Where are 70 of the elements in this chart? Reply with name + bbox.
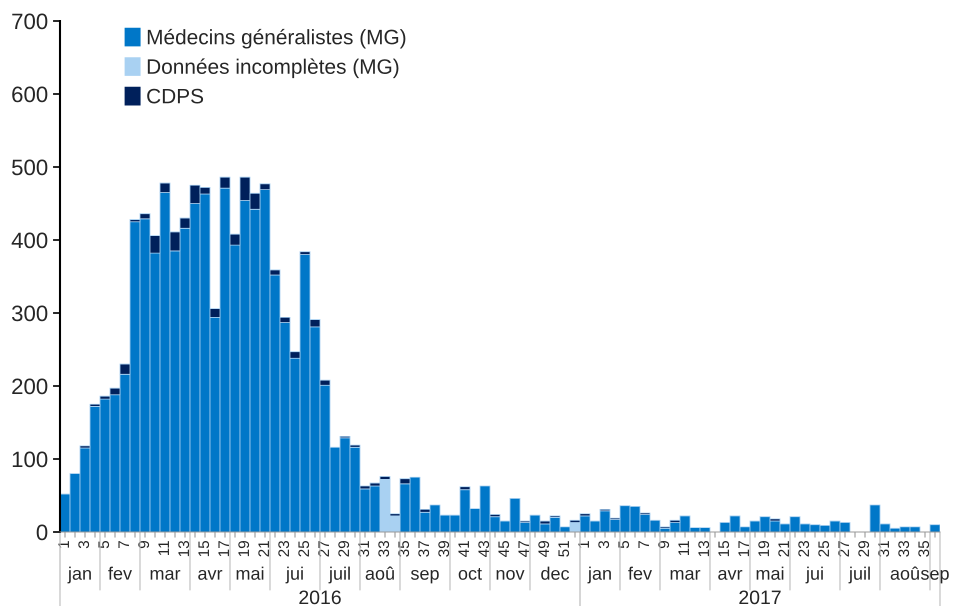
- x-tick-label: 33: [378, 541, 390, 557]
- x-tick-label: 25: [298, 540, 310, 557]
- x-tick-label: 39: [438, 541, 450, 557]
- x-tick-label: 45: [498, 540, 510, 557]
- y-tick-label: 300: [12, 306, 48, 322]
- y-tick-label: 700: [12, 14, 48, 30]
- x-tick-label: 11: [158, 541, 169, 556]
- text: fev: [628, 566, 652, 580]
- x-tick-label: 37: [418, 541, 430, 557]
- text: jui: [806, 566, 823, 584]
- x-tick-label: 41: [458, 541, 469, 557]
- text: jan: [588, 566, 611, 584]
- x-tick-label: 3: [78, 541, 90, 548]
- text: fev: [108, 566, 132, 580]
- x-tick-label: 5: [98, 540, 110, 548]
- y-tick-label: 0: [36, 524, 48, 540]
- x-tick-label: 21: [258, 541, 269, 557]
- x-tick-label: 11: [678, 541, 689, 556]
- text: avr: [718, 570, 742, 580]
- x-tick-label: 5: [618, 540, 630, 548]
- x-tick-label: 21: [778, 541, 789, 557]
- x-tick-label: 23: [278, 541, 290, 557]
- text: juil: [848, 566, 870, 584]
- x-tick-label: 23: [798, 541, 810, 557]
- x-tick-label: 7: [118, 541, 129, 548]
- x-tick-label: 51: [558, 541, 570, 557]
- x-tick-label: 7: [638, 541, 649, 548]
- x-tick-label: 3: [598, 541, 610, 548]
- x-tick-label: 17: [738, 541, 749, 556]
- text: mai: [756, 566, 784, 580]
- text: mar: [150, 570, 180, 580]
- text: mai: [236, 566, 264, 580]
- x-tick-label: 17: [218, 541, 229, 556]
- x-tick-label: 13: [178, 541, 190, 556]
- text: 2016: [299, 590, 341, 604]
- text: aoû: [366, 566, 394, 580]
- x-tick-label: 19: [238, 541, 250, 556]
- text: nov: [496, 570, 524, 580]
- text: 2017: [739, 590, 781, 604]
- x-tick-label: 15: [198, 540, 210, 556]
- text: dec: [541, 566, 570, 580]
- legend-label: Données incomplètes (MG): [148, 58, 398, 78]
- text: oct: [458, 568, 482, 580]
- x-tick-label: 33: [898, 541, 910, 557]
- text: juil: [328, 566, 350, 584]
- y-tick-label: 400: [12, 232, 48, 248]
- legend-label: Médecins généralistes (MG): [148, 28, 406, 49]
- y-tick-label: 600: [12, 86, 48, 102]
- x-tick-label: 15: [718, 540, 730, 556]
- text: avr: [198, 570, 222, 580]
- y-tick-label: 500: [12, 160, 48, 176]
- y-tick-label: 200: [12, 378, 48, 394]
- x-tick-label: 29: [338, 541, 350, 557]
- legend-label: CDPS: [147, 88, 204, 104]
- text: jan: [68, 566, 91, 584]
- x-tick-label: 35: [918, 540, 930, 557]
- text: mar: [670, 570, 700, 580]
- x-tick-label: 43: [478, 541, 490, 557]
- text: sep: [410, 570, 439, 584]
- y-tick-label: 100: [12, 452, 48, 468]
- text: sep: [920, 570, 949, 584]
- x-tick-label: 25: [818, 540, 830, 557]
- text: aoû: [890, 566, 919, 580]
- bar: [930, 524, 940, 532]
- x-tick-label: 13: [698, 541, 710, 556]
- x-tick-label: 29: [858, 541, 870, 557]
- text: jui: [286, 566, 303, 584]
- x-tick-label: 49: [538, 541, 550, 557]
- x-tick-label: 19: [758, 541, 770, 556]
- x-tick-label: 47: [518, 541, 529, 557]
